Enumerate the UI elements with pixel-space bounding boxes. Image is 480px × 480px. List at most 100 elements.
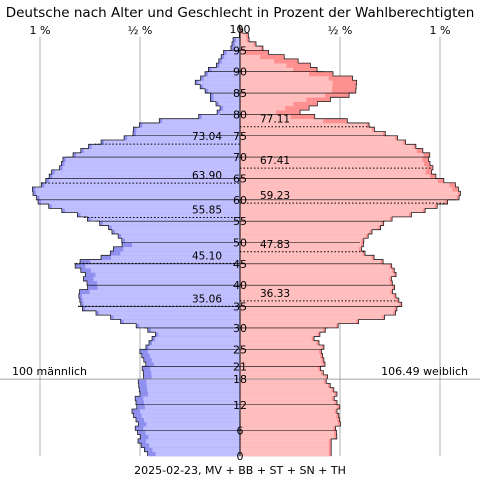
bar-male-light-62 [35,186,241,192]
bar-male-light-42 [95,272,241,277]
bar-female-light-42 [240,272,394,277]
age-label-12: 12 [233,399,247,412]
bar-female-light-4 [240,434,335,440]
x-tick-labels: 1 % ½ % ½ % 1 % [30,24,451,37]
bar-female-light-87 [240,80,333,85]
bar-female-light-25 [240,344,322,350]
bar-female-light-13 [240,396,332,401]
age-label-75: 75 [233,130,247,143]
x-tick-label-2: ½ % [328,24,353,37]
bar-female-light-91 [240,63,287,68]
bar-female-light-18 [240,374,326,380]
median-label-female-9: 36.33 [260,288,290,300]
bar-female-light-70 [240,152,424,158]
bar-female-light-59 [240,199,446,205]
bar-male-light-92 [221,58,240,64]
bar-female-light-37 [240,293,394,299]
bar-female-light-2 [240,443,329,448]
bar-female-light-78 [240,118,324,124]
bar-male-light-74 [127,135,240,141]
bar-male-light-93 [224,54,240,60]
bar-female-light-86 [240,84,333,90]
bar-female-light-93 [240,54,261,60]
bar-male-light-43 [90,268,240,273]
bar-female-light-50 [240,238,362,243]
bar-female-light-77 [240,122,367,128]
bar-male-light-35 [83,302,240,307]
bar-male-light-34 [85,306,241,312]
bar-female-light-35 [240,302,400,307]
bar-male-light-84 [213,93,240,98]
bar-female-light-1 [240,447,329,453]
chart-title: Deutsche nach Alter und Geschlecht in Pr… [6,5,475,21]
age-label-50: 50 [233,237,247,250]
bar-male-light-40 [97,280,240,286]
bar-male-light-7 [146,421,240,427]
bar-female-light-85 [240,88,332,94]
median-label-male-4: 35.06 [192,293,222,305]
bar-male-light-57 [64,208,240,213]
bar-female-light-47 [240,251,363,256]
bar-male-light-39 [97,285,240,290]
bar-male-light-36 [82,298,240,303]
bar-male-light-50 [124,238,240,243]
bar-female-light-65 [240,174,430,179]
bar-male-light-63 [44,182,241,188]
bar-female-light-82 [240,101,294,107]
median-lines: 73.04 63.90 55.85 45.10 35.06 77.11 67.41 59.23… [41,114,447,307]
bar-female-light-39 [240,285,393,290]
bar-male-light-38 [89,289,240,295]
bar-female-light-73 [240,140,404,145]
female-total-label: 106.49 weiblich [381,365,468,378]
bar-female-light-97 [240,37,247,43]
bar-male-light-53 [111,225,240,230]
bar-female-light-23 [240,353,321,359]
bar-female-93 [240,54,285,60]
outline-male [32,24,241,456]
bar-male-light-6 [143,426,240,431]
bar-male-light-14 [148,391,240,397]
bar-male-light-23 [149,353,240,359]
age-label-30: 30 [233,322,247,335]
bar-male-light-18 [151,374,240,380]
bar-male-light-81 [223,105,240,111]
bar-female-light-34 [240,306,395,312]
median-label-female-5: 77.11 [260,114,290,126]
bar-male-light-0 [155,451,240,457]
bar-male-light-82 [219,101,240,107]
bar-female-light-81 [240,105,286,111]
median-label-female-6: 67.41 [260,155,290,167]
median-label-male-3: 45.10 [192,250,222,262]
bar-female-light-45 [240,259,381,265]
bar-female-light-36 [240,298,397,303]
bar-male-light-21 [153,362,240,367]
bar-male-light-11 [144,404,240,410]
bar-female-94 [240,50,269,55]
bar-male-light-41 [93,276,241,282]
bar-male-light-60 [39,195,240,201]
bar-female-light-32 [240,315,383,320]
bar-female-light-84 [240,93,326,98]
bar-male-light-67 [62,165,240,171]
bar-male-light-31 [123,319,240,324]
bar-male-light-70 [76,152,240,158]
bar-male-light-52 [114,229,240,235]
bar-female-light-54 [240,221,382,226]
bar-female-light-92 [240,58,275,64]
bar-female-light-26 [240,340,317,346]
bar-male-light-75 [136,131,240,137]
bar-male-light-64 [48,178,240,184]
bar-male-light-91 [219,63,240,68]
bar-female-light-7 [240,421,338,427]
bar-male-light-30 [139,323,240,329]
bar-male-light-94 [226,50,240,55]
bar-female-light-58 [240,204,435,209]
median-label-male-1: 63.90 [192,170,222,182]
bar-female-light-19 [240,370,321,376]
bar-male-light-20 [150,366,240,371]
median-label-female-7: 59.23 [260,190,290,202]
bar-male-light-59 [41,199,240,205]
bar-male-light-56 [80,212,241,218]
bar-male-light-24 [147,349,240,354]
